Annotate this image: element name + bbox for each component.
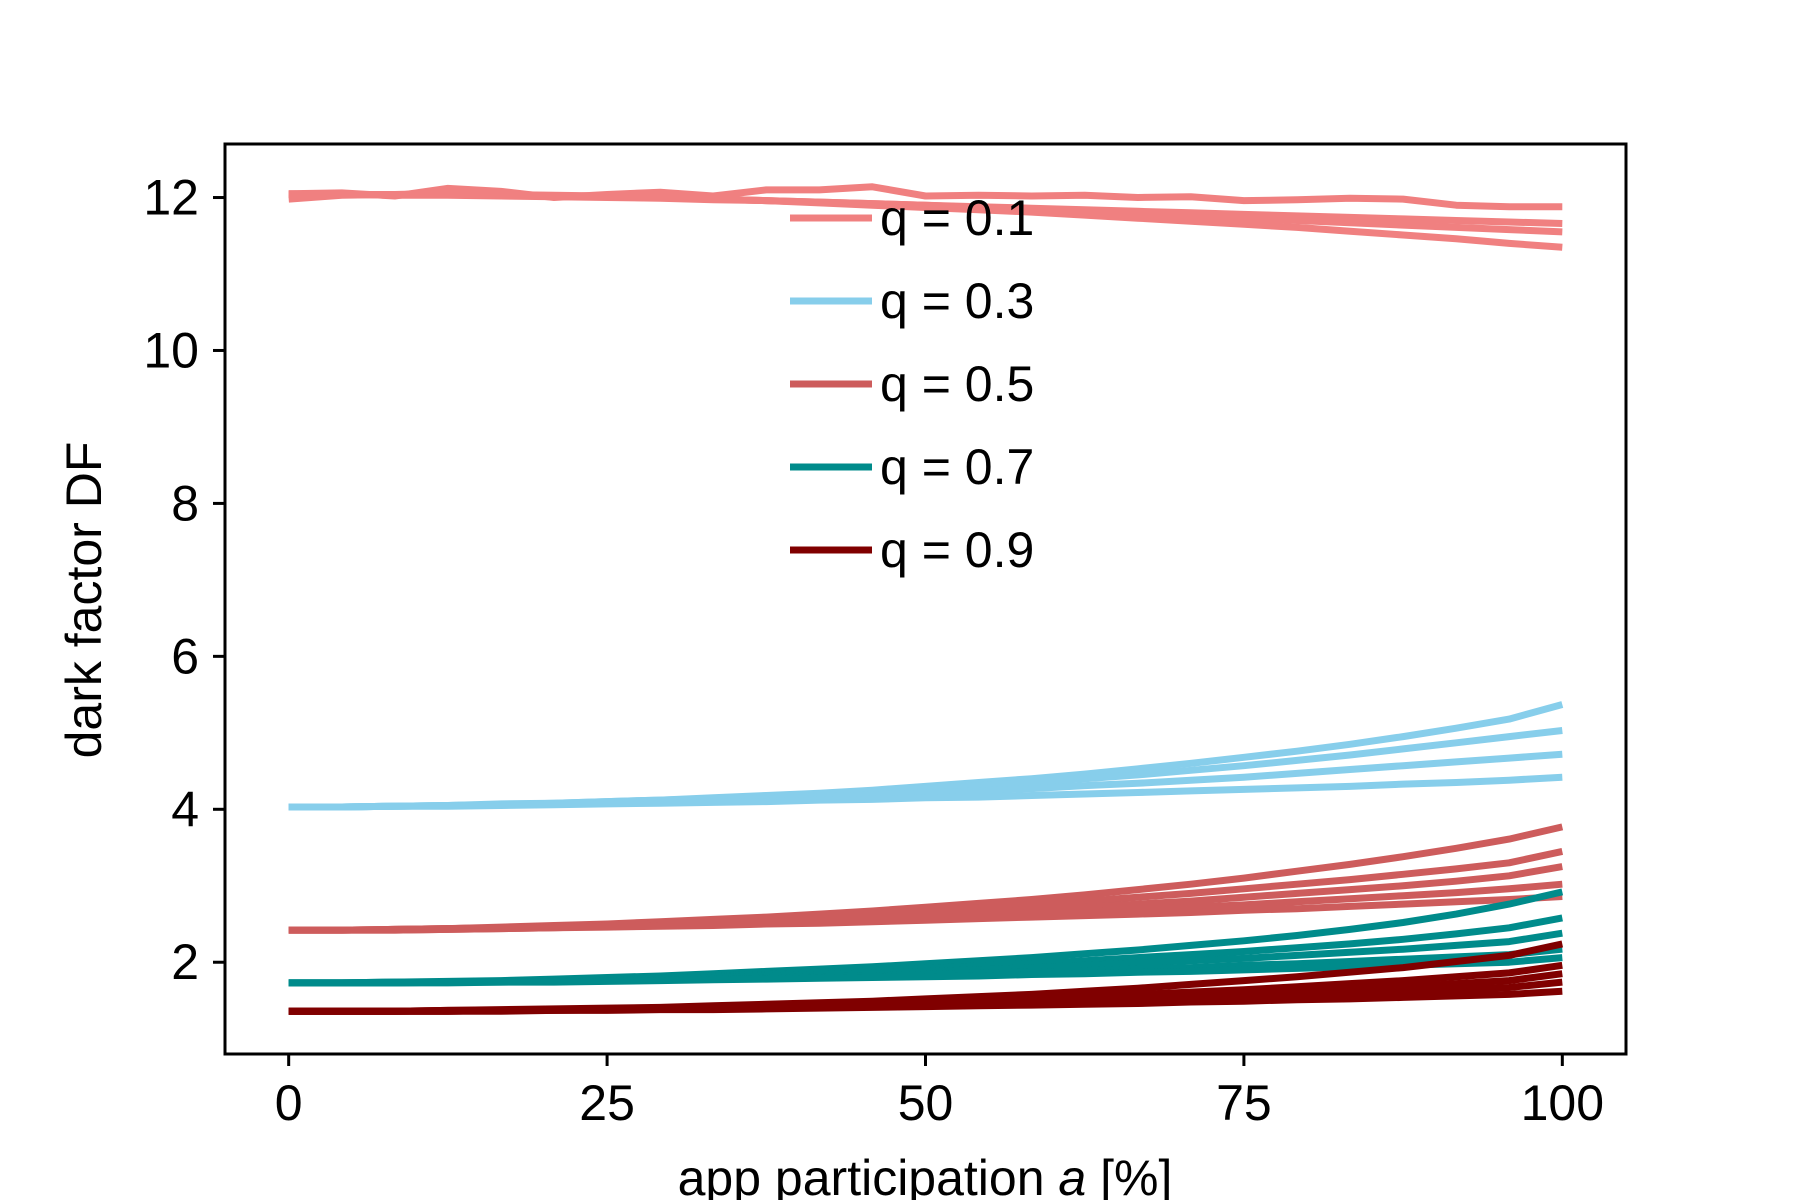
y-tick-label-0: 2 [171,934,199,990]
legend-label-1: q = 0.3 [880,273,1034,329]
legend: q = 0.1 q = 0.3 q = 0.5 q = 0.7 q = 0.9 [790,190,1034,578]
y-axis-ticks: 2 4 6 8 10 12 [143,170,225,990]
series-line-q3-curve-4 [288,954,1563,987]
series-line-q0-curve-3 [288,190,1563,251]
series-line-q2-curve-4 [288,893,1563,934]
legend-label-4: q = 0.9 [880,522,1034,578]
legend-label-2: q = 0.5 [880,356,1034,412]
x-axis-label: app participation a [%] [678,1150,1173,1200]
legend-label-0: q = 0.1 [880,190,1034,246]
x-axis-ticks: 0 25 50 75 100 [275,1054,1604,1131]
y-tick-label-5: 12 [143,170,199,226]
series-line-q1-curve-3 [288,773,1563,811]
y-tick-label-1: 4 [171,781,199,837]
x-tick-label-3: 75 [1216,1075,1272,1131]
x-tick-label-1: 25 [579,1075,635,1131]
x-tick-label-0: 0 [275,1075,303,1131]
x-axis-label-main: app participation [678,1150,1059,1200]
series-layer [288,183,1564,1015]
y-tick-label-4: 10 [143,322,199,378]
y-axis-label: dark factor DF [56,442,112,759]
legend-label-3: q = 0.7 [880,439,1034,495]
x-axis-label-unit: [%] [1086,1150,1172,1200]
x-tick-label-2: 50 [898,1075,954,1131]
x-tick-label-4: 100 [1521,1075,1604,1131]
series-line-q4-curve-4 [288,987,1563,1015]
y-tick-label-3: 8 [171,475,199,531]
x-axis-label-variable: a [1058,1150,1086,1200]
y-tick-label-2: 6 [171,628,199,684]
